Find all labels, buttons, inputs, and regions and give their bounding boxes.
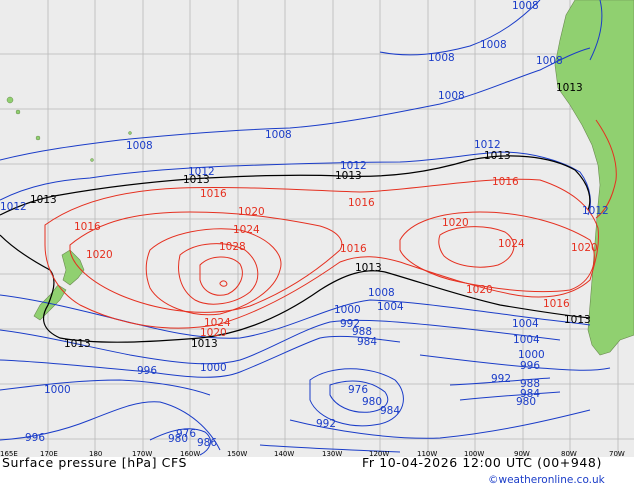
- longitude-tick: 80W: [561, 450, 577, 458]
- longitude-tick: 100W: [464, 450, 484, 458]
- isobar-label: 1008: [368, 287, 395, 299]
- isobar-label: 1024: [233, 224, 260, 236]
- isobar-label: 1024: [204, 317, 231, 329]
- isobar-label: 996: [137, 365, 157, 377]
- map-title: Surface pressure [hPa] CFS: [2, 455, 188, 470]
- isobar-label: 1012: [474, 139, 501, 151]
- longitude-axis: 165E 170E 180 170W 160W 150W 140W 130W 1…: [0, 450, 625, 458]
- isobar-label: 986: [197, 437, 217, 449]
- isobar-label: 1016: [348, 197, 375, 209]
- isobar-label: 1013: [355, 262, 382, 274]
- isobar-label: 1000: [44, 384, 71, 396]
- isobar-label: 992: [316, 418, 336, 430]
- isobars-high: [44, 119, 617, 329]
- longitude-tick: 140W: [274, 450, 294, 458]
- isobar-label: 992: [340, 318, 360, 330]
- isobar-label: 976: [176, 428, 196, 440]
- valid-time: Fr 10-04-2026 12:00 UTC (00+948): [362, 455, 602, 470]
- ocean-background: [0, 0, 634, 458]
- isobar-label: 1013: [484, 150, 511, 162]
- isobar-labels-low: 1008 1008 1008 1008 1008 1008 1008 1012 …: [0, 0, 609, 449]
- isobar-label: 1008: [512, 0, 539, 12]
- longitude-tick: 130W: [322, 450, 342, 458]
- isobar-label: 1020: [200, 327, 227, 339]
- isobar-label: 1004: [377, 301, 404, 313]
- isobar-label: 1013: [191, 338, 218, 350]
- isobar-label: 984: [357, 336, 377, 348]
- isobar-label: 1008: [536, 55, 563, 67]
- isobar-label: 976: [348, 384, 368, 396]
- longitude-tick: 180: [89, 450, 102, 458]
- isobar-label: 1020: [86, 249, 113, 261]
- isobar-label: 1016: [543, 298, 570, 310]
- isobar-label: 1012: [582, 205, 609, 217]
- isobar-label: 1008: [480, 39, 507, 51]
- isobar-1013: [0, 155, 591, 343]
- longitude-tick: 170W: [132, 450, 152, 458]
- isobar-label: 992: [491, 373, 511, 385]
- isobar-label: 1008: [428, 52, 455, 64]
- isobar-label: 1012: [188, 166, 215, 178]
- isobar-label: 1013: [335, 170, 362, 182]
- isobar-label: 1013: [183, 174, 210, 186]
- isobar-label: 980: [168, 433, 188, 445]
- longitude-tick: 110W: [417, 450, 437, 458]
- isobar-label: 1013: [556, 82, 583, 94]
- isobar-label: 1024: [498, 238, 525, 250]
- isobar-label: 1000: [200, 362, 227, 374]
- isobar-label: 1016: [200, 188, 227, 200]
- isobar-label: 1013: [64, 338, 91, 350]
- longitude-tick: 120W: [369, 450, 389, 458]
- isobar-label: 996: [25, 432, 45, 444]
- copyright-link[interactable]: ©weatheronline.co.uk: [488, 474, 605, 486]
- isobar-label: 1016: [74, 221, 101, 233]
- isobar-label: 1004: [513, 334, 540, 346]
- isobar-label: 1008: [438, 90, 465, 102]
- longitude-tick: 165E: [0, 450, 18, 458]
- land-new-zealand: [33, 249, 85, 321]
- longitude-tick: 90W: [514, 450, 530, 458]
- isobar-label: 988: [352, 326, 372, 338]
- isobar-label: 1008: [265, 129, 292, 141]
- isobar-label: 996: [520, 360, 540, 372]
- isobar-label: 1020: [238, 206, 265, 218]
- isobar-label: 980: [516, 396, 536, 408]
- isobar-labels-high: 1016 1016 1016 1016 1016 1016 1020 1020 …: [74, 176, 598, 339]
- isobar-label: 1028: [219, 241, 246, 253]
- isobar-label: 988: [520, 378, 540, 390]
- footer-bar: [0, 457, 634, 490]
- isobar-label: 1013: [564, 314, 591, 326]
- longitude-tick: 160W: [180, 450, 200, 458]
- isobar-label: 1012: [0, 201, 27, 213]
- land-pacific-islands: [6, 96, 132, 162]
- land-south-america: [554, 0, 634, 356]
- isobar-label: 1020: [442, 217, 469, 229]
- isobar-label: 1000: [334, 304, 361, 316]
- isobar-label: 1012: [340, 160, 367, 172]
- longitude-tick: 150W: [227, 450, 247, 458]
- isobar-label: 980: [362, 396, 382, 408]
- isobar-label: 1004: [512, 318, 539, 330]
- isobar-label: 1008: [126, 140, 153, 152]
- isobar-label: 1020: [466, 284, 493, 296]
- isobar-label: 984: [520, 388, 540, 400]
- isobar-label: 1016: [340, 243, 367, 255]
- isobar-label: 984: [380, 405, 400, 417]
- isobar-label: 1016: [492, 176, 519, 188]
- isobar-labels-1013: 1013 1013 1013 1013 1013 1013 1013 1013 …: [30, 82, 591, 350]
- longitude-tick: 170E: [40, 450, 58, 458]
- isobar-label: 1000: [518, 349, 545, 361]
- longitude-tick: 70W: [609, 450, 625, 458]
- isobar-label: 1013: [30, 194, 57, 206]
- isobar-label: 1020: [571, 242, 598, 254]
